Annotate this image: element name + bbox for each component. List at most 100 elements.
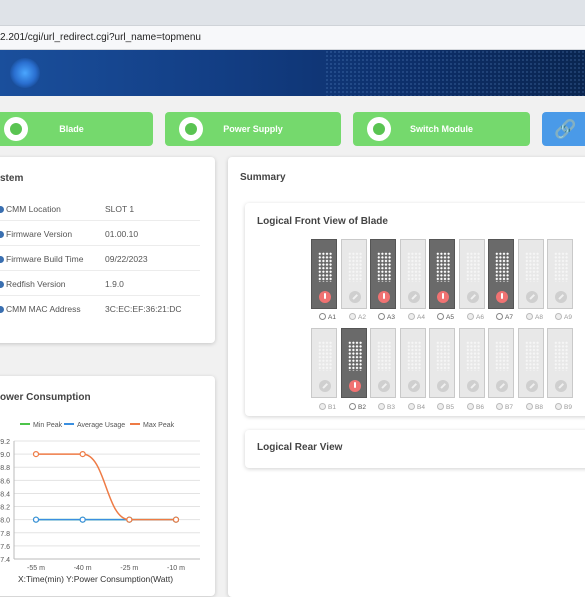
radio-icon[interactable] [319, 313, 326, 320]
switch-module-tile-button[interactable]: Switch Module [353, 112, 530, 146]
power-supply-icon [179, 117, 203, 141]
blade-slot-b2[interactable] [341, 328, 367, 398]
slot-radio-b2[interactable]: B2 [349, 403, 366, 411]
info-row: CMM Location SLOT 1 [0, 197, 200, 221]
radio-icon[interactable] [378, 313, 385, 320]
slot-radio-b7[interactable]: B7 [496, 403, 513, 411]
vent-grid [377, 341, 391, 371]
blade-tile-button[interactable]: Blade [0, 112, 153, 146]
blade-slot-b7[interactable] [488, 328, 514, 398]
info-bullet-icon [0, 256, 4, 263]
blade-slot-a5[interactable] [429, 239, 455, 309]
rear-view-title: Logical Rear View [257, 442, 343, 453]
y-tick-label: 8.8 [0, 465, 10, 472]
header-banner [0, 50, 585, 96]
blade-slot-a3[interactable] [370, 239, 396, 309]
slot-radio-b1[interactable]: B1 [319, 403, 336, 411]
slot-radio-a2[interactable]: A2 [349, 313, 366, 321]
blade-slot-a8[interactable] [518, 239, 544, 309]
radio-icon[interactable] [408, 403, 415, 410]
blade-slot-a7[interactable] [488, 239, 514, 309]
vent-grid [377, 252, 391, 282]
blade-slot-a2[interactable] [341, 239, 367, 309]
info-value: 3C:EC:EF:36:21:DC [105, 304, 182, 314]
radio-icon[interactable] [437, 403, 444, 410]
slot-label-text: B8 [535, 404, 543, 411]
blade-slot-b8[interactable] [518, 328, 544, 398]
tile-label: Power Supply [223, 124, 283, 134]
power-supply-tile-button[interactable]: Power Supply [165, 112, 341, 146]
data-point [79, 451, 86, 458]
url-text[interactable]: 2.201/cgi/url_redirect.cgi?url_name=topm… [0, 32, 201, 43]
power-disabled-icon [555, 291, 567, 303]
slot-radio-a8[interactable]: A8 [526, 313, 543, 321]
slot-radio-b8[interactable]: B8 [526, 403, 543, 411]
y-tick-label: 7.4 [0, 557, 10, 564]
power-disabled-icon [467, 380, 479, 392]
x-tick-label: -55 m [27, 565, 45, 572]
vent-grid [348, 252, 362, 282]
power-disabled-icon [349, 291, 361, 303]
radio-icon[interactable] [555, 403, 562, 410]
blade-slot-a4[interactable] [400, 239, 426, 309]
slot-radio-a6[interactable]: A6 [467, 313, 484, 321]
blade-slot-b5[interactable] [429, 328, 455, 398]
radio-icon[interactable] [555, 313, 562, 320]
slot-radio-b9[interactable]: B9 [555, 403, 572, 411]
radio-icon[interactable] [378, 403, 385, 410]
blade-slot-b9[interactable] [547, 328, 573, 398]
info-value: 09/22/2023 [105, 254, 148, 264]
slot-radio-a3[interactable]: A3 [378, 313, 395, 321]
slot-radio-a4[interactable]: A4 [408, 313, 425, 321]
power-disabled-icon [467, 291, 479, 303]
series-line-max-peak [35, 453, 176, 521]
vent-grid [407, 252, 421, 282]
front-view-title: Logical Front View of Blade [257, 216, 388, 227]
power-on-icon [319, 291, 331, 303]
slot-radio-a5[interactable]: A5 [437, 313, 454, 321]
blade-slot-b4[interactable] [400, 328, 426, 398]
radio-icon[interactable] [437, 313, 444, 320]
address-bar[interactable]: 2.201/cgi/url_redirect.cgi?url_name=topm… [0, 26, 585, 50]
slot-label-text: A2 [358, 314, 366, 321]
radio-icon[interactable] [408, 313, 415, 320]
radio-icon[interactable] [467, 313, 474, 320]
radio-icon[interactable] [496, 403, 503, 410]
slot-radio-a1[interactable]: A1 [319, 313, 336, 321]
link-tile-button[interactable]: 🔗 [542, 112, 585, 146]
radio-icon[interactable] [349, 403, 356, 410]
vent-grid [554, 341, 568, 371]
legend-label: Min Peak [33, 422, 63, 429]
power-disabled-icon [378, 380, 390, 392]
blade-icon [4, 117, 28, 141]
slot-radio-b5[interactable]: B5 [437, 403, 454, 411]
slot-radio-b6[interactable]: B6 [467, 403, 484, 411]
y-tick-label: 8.0 [0, 518, 10, 525]
page-scrollbar[interactable] [579, 150, 585, 585]
brand-logo-glow [10, 58, 40, 88]
slot-radio-b4[interactable]: B4 [408, 403, 425, 411]
blade-slot-b6[interactable] [459, 328, 485, 398]
browser-tab-strip [0, 0, 585, 26]
vent-grid [407, 341, 421, 371]
radio-icon[interactable] [319, 403, 326, 410]
switch-module-icon [367, 117, 391, 141]
slot-radio-a9[interactable]: A9 [555, 313, 572, 321]
radio-icon[interactable] [526, 403, 533, 410]
radio-icon[interactable] [349, 313, 356, 320]
legend-label: Max Peak [143, 422, 175, 429]
blade-slot-a9[interactable] [547, 239, 573, 309]
vent-grid [348, 341, 362, 371]
blade-slot-a6[interactable] [459, 239, 485, 309]
power-card-title: ower Consumption [0, 392, 91, 403]
radio-icon[interactable] [526, 313, 533, 320]
radio-icon[interactable] [467, 403, 474, 410]
blade-slot-a1[interactable] [311, 239, 337, 309]
data-point [79, 516, 86, 523]
radio-icon[interactable] [496, 313, 503, 320]
blade-slot-b1[interactable] [311, 328, 337, 398]
slot-radio-b3[interactable]: B3 [378, 403, 395, 411]
blade-slot-b3[interactable] [370, 328, 396, 398]
slot-radio-a7[interactable]: A7 [496, 313, 513, 321]
vent-grid [466, 341, 480, 371]
